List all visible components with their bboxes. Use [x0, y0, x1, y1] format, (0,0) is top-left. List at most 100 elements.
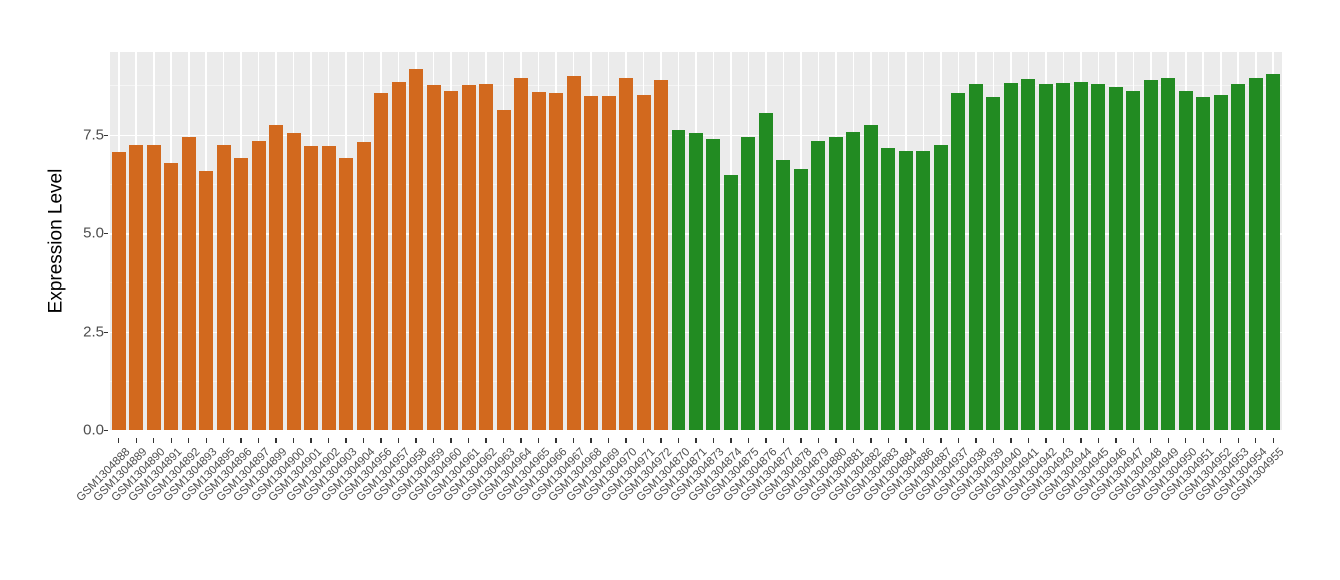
- bar[interactable]: [1266, 73, 1281, 430]
- x-axis-tick-mark: [660, 438, 662, 443]
- x-axis-tick-mark: [730, 438, 732, 443]
- bar[interactable]: [409, 69, 424, 430]
- x-axis-tick-mark: [240, 438, 242, 443]
- x-axis-tick-mark: [292, 438, 295, 443]
- bar[interactable]: [216, 145, 231, 430]
- bar[interactable]: [164, 163, 179, 430]
- x-axis-tick-mark: [188, 438, 190, 443]
- bar[interactable]: [619, 77, 634, 430]
- bar[interactable]: [531, 92, 546, 430]
- bar[interactable]: [881, 147, 896, 430]
- x-axis-tick-mark: [1202, 438, 1204, 443]
- x-axis-tick-mark: [153, 438, 155, 443]
- x-axis-tick-mark: [170, 438, 172, 443]
- bar[interactable]: [199, 170, 214, 430]
- bar[interactable]: [898, 151, 913, 430]
- bar[interactable]: [1143, 79, 1158, 430]
- bar[interactable]: [234, 157, 249, 430]
- bar[interactable]: [356, 141, 371, 430]
- bar[interactable]: [601, 96, 616, 430]
- bar[interactable]: [811, 141, 826, 430]
- bar[interactable]: [1038, 83, 1053, 430]
- bar[interactable]: [741, 137, 756, 430]
- x-axis-tick-mark: [800, 438, 802, 443]
- bar[interactable]: [321, 145, 336, 430]
- bar[interactable]: [654, 79, 668, 430]
- x-axis-tick-mark: [765, 438, 767, 443]
- bar-series-container: [110, 52, 1282, 430]
- bar[interactable]: [391, 82, 406, 430]
- plot-panel: [110, 52, 1282, 430]
- x-axis-tick-mark: [852, 438, 855, 443]
- bar[interactable]: [1108, 86, 1123, 430]
- bar[interactable]: [1161, 77, 1176, 430]
- bar[interactable]: [968, 84, 983, 430]
- bar[interactable]: [671, 129, 686, 430]
- x-axis-tick-mark: [327, 438, 330, 443]
- bar[interactable]: [758, 113, 773, 430]
- bar[interactable]: [566, 75, 581, 430]
- x-axis-tick-marks: [110, 430, 1282, 446]
- bar[interactable]: [479, 84, 494, 430]
- bar[interactable]: [1003, 82, 1018, 430]
- x-axis-tick-mark: [992, 438, 995, 443]
- bar[interactable]: [129, 144, 144, 430]
- bar[interactable]: [1231, 83, 1246, 430]
- x-axis-tick-mark: [1027, 438, 1030, 443]
- bar[interactable]: [723, 174, 738, 430]
- bar[interactable]: [1021, 78, 1036, 430]
- bar[interactable]: [251, 141, 266, 430]
- bar[interactable]: [1248, 77, 1263, 430]
- bar[interactable]: [339, 158, 354, 430]
- x-axis-tick-mark: [870, 438, 872, 443]
- x-axis-tick-mark: [1010, 438, 1012, 443]
- bar[interactable]: [286, 132, 301, 430]
- bar[interactable]: [374, 92, 389, 430]
- bar[interactable]: [304, 145, 319, 430]
- bar[interactable]: [828, 136, 843, 430]
- bar[interactable]: [863, 124, 878, 430]
- bar[interactable]: [986, 97, 1001, 430]
- x-axis-tick-mark: [835, 438, 837, 443]
- bar[interactable]: [269, 124, 284, 430]
- x-axis-tick-mark: [940, 438, 942, 443]
- bar[interactable]: [461, 85, 476, 430]
- x-axis-tick-mark: [135, 438, 137, 443]
- bar[interactable]: [846, 131, 861, 430]
- bar[interactable]: [933, 144, 948, 430]
- bar[interactable]: [1126, 91, 1141, 430]
- bar[interactable]: [444, 90, 459, 430]
- x-axis-tick-mark: [397, 438, 400, 443]
- x-axis-tick-mark: [922, 438, 925, 443]
- bar[interactable]: [584, 96, 599, 430]
- bar[interactable]: [951, 93, 966, 430]
- bar[interactable]: [549, 93, 564, 430]
- x-axis-tick-mark: [607, 438, 610, 443]
- x-axis-tick-mark: [362, 438, 365, 443]
- bar[interactable]: [1073, 81, 1088, 430]
- bar[interactable]: [793, 169, 808, 430]
- bar[interactable]: [1091, 83, 1106, 430]
- bar[interactable]: [496, 110, 511, 430]
- bar[interactable]: [689, 132, 703, 430]
- y-axis-tick-label: 2.5: [83, 323, 104, 341]
- bar[interactable]: [1213, 94, 1228, 430]
- bar[interactable]: [514, 77, 529, 430]
- bar[interactable]: [181, 136, 196, 430]
- bar[interactable]: [706, 139, 721, 430]
- bar[interactable]: [1056, 82, 1071, 430]
- bar[interactable]: [776, 160, 791, 430]
- x-axis-tick-mark: [1272, 438, 1274, 443]
- y-axis-tick-mark: [104, 430, 108, 431]
- bar[interactable]: [916, 151, 931, 430]
- x-axis-tick-mark: [1097, 438, 1100, 443]
- bar[interactable]: [1178, 90, 1193, 430]
- bar[interactable]: [636, 94, 651, 430]
- bar[interactable]: [146, 144, 161, 430]
- x-axis-tick-mark: [310, 438, 312, 443]
- bar[interactable]: [111, 152, 126, 430]
- bar[interactable]: [426, 85, 441, 430]
- x-axis-tick-mark: [1150, 438, 1152, 443]
- x-axis-tick-mark: [677, 438, 680, 443]
- bar[interactable]: [1196, 97, 1211, 430]
